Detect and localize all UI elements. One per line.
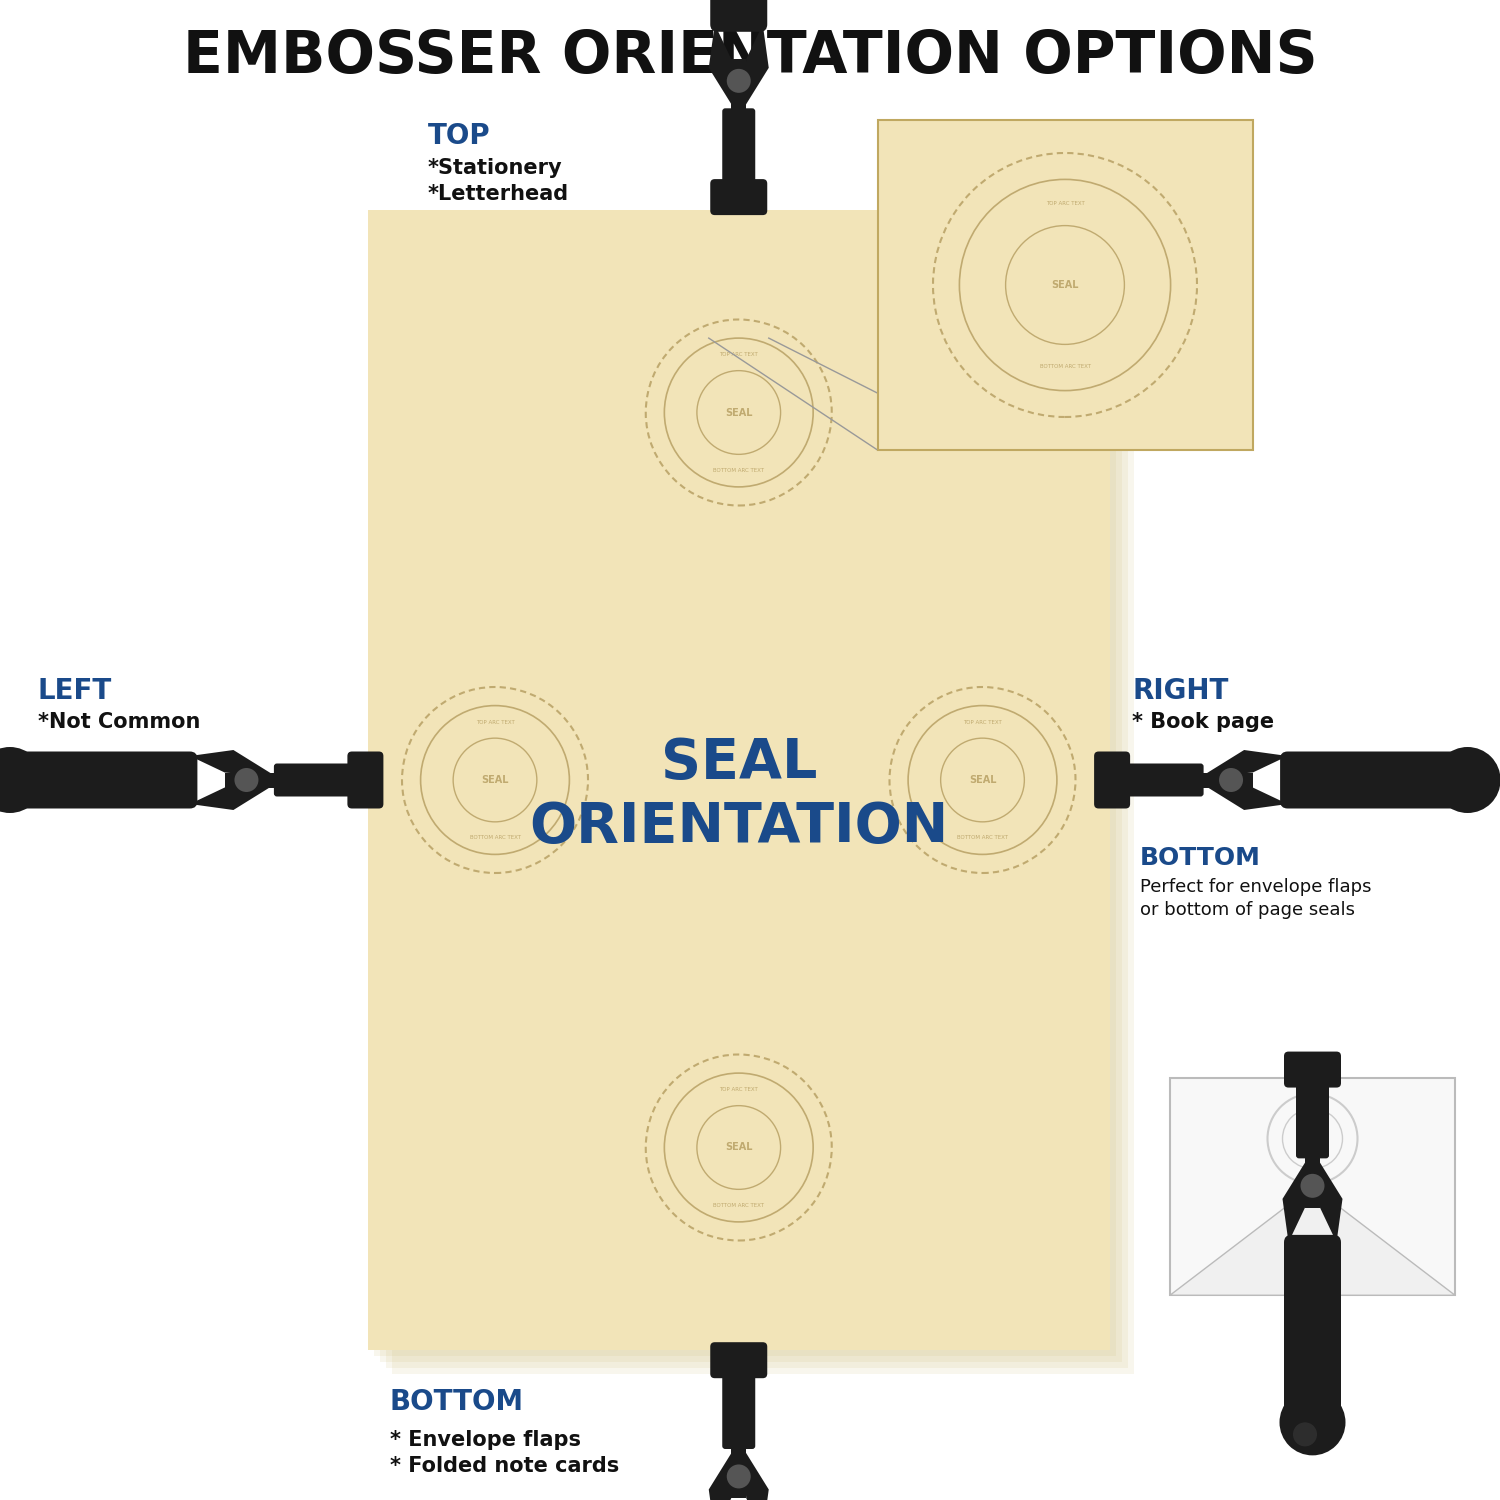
- Text: SEAL: SEAL: [969, 776, 996, 784]
- Polygon shape: [1200, 750, 1287, 777]
- FancyBboxPatch shape: [723, 108, 754, 189]
- Polygon shape: [1316, 1155, 1342, 1242]
- Text: TOP ARC TEXT: TOP ARC TEXT: [720, 352, 758, 357]
- FancyBboxPatch shape: [1122, 764, 1203, 796]
- Circle shape: [0, 747, 44, 813]
- FancyBboxPatch shape: [3, 752, 198, 808]
- Text: BOTTOM ARC TEXT: BOTTOM ARC TEXT: [714, 1203, 764, 1208]
- Polygon shape: [1305, 1155, 1320, 1208]
- Text: TOP ARC TEXT: TOP ARC TEXT: [720, 1088, 758, 1092]
- Circle shape: [1280, 1389, 1346, 1455]
- Circle shape: [726, 69, 750, 93]
- Text: BOTTOM ARC TEXT: BOTTOM ARC TEXT: [714, 468, 764, 472]
- FancyBboxPatch shape: [368, 210, 1110, 1350]
- Text: BOTTOM: BOTTOM: [390, 1388, 524, 1416]
- Text: SEAL: SEAL: [1052, 280, 1078, 290]
- Polygon shape: [741, 1446, 768, 1500]
- FancyBboxPatch shape: [878, 120, 1252, 450]
- Text: LEFT: LEFT: [38, 676, 111, 705]
- FancyBboxPatch shape: [274, 764, 356, 796]
- Circle shape: [1220, 768, 1244, 792]
- Text: BOTTOM: BOTTOM: [1140, 846, 1262, 870]
- Circle shape: [726, 1464, 750, 1488]
- Text: BOTTOM ARC TEXT: BOTTOM ARC TEXT: [470, 836, 520, 840]
- Polygon shape: [741, 24, 768, 111]
- Polygon shape: [1282, 1155, 1310, 1242]
- FancyBboxPatch shape: [711, 0, 766, 32]
- Text: SEAL: SEAL: [724, 408, 753, 417]
- Text: SEAL: SEAL: [482, 776, 508, 784]
- Polygon shape: [1200, 772, 1252, 788]
- FancyBboxPatch shape: [1280, 752, 1474, 808]
- Text: BOTTOM ARC TEXT: BOTTOM ARC TEXT: [1040, 364, 1090, 369]
- Polygon shape: [190, 750, 278, 777]
- FancyBboxPatch shape: [380, 222, 1122, 1362]
- Text: TOP ARC TEXT: TOP ARC TEXT: [1046, 201, 1084, 206]
- Text: * Book page: * Book page: [1132, 712, 1275, 732]
- Text: SEAL: SEAL: [724, 1143, 753, 1152]
- Polygon shape: [732, 1446, 747, 1498]
- FancyBboxPatch shape: [374, 216, 1116, 1356]
- Polygon shape: [708, 24, 735, 111]
- Polygon shape: [732, 58, 747, 111]
- FancyBboxPatch shape: [1094, 752, 1130, 808]
- Text: TOP ARC TEXT: TOP ARC TEXT: [476, 720, 514, 724]
- FancyBboxPatch shape: [1284, 1052, 1341, 1088]
- Text: TOP: TOP: [427, 122, 490, 150]
- FancyBboxPatch shape: [348, 752, 384, 808]
- Polygon shape: [225, 772, 278, 788]
- FancyBboxPatch shape: [1296, 1077, 1329, 1158]
- Polygon shape: [1170, 1186, 1455, 1294]
- Circle shape: [234, 768, 258, 792]
- Circle shape: [1434, 747, 1500, 813]
- Text: *Stationery
*Letterhead: *Stationery *Letterhead: [427, 158, 568, 204]
- FancyBboxPatch shape: [711, 178, 766, 214]
- Text: Perfect for envelope flaps
or bottom of page seals: Perfect for envelope flaps or bottom of …: [1140, 878, 1371, 920]
- Circle shape: [1293, 1422, 1317, 1446]
- Polygon shape: [1200, 783, 1287, 810]
- Polygon shape: [190, 783, 278, 810]
- Text: RIGHT: RIGHT: [1132, 676, 1228, 705]
- FancyBboxPatch shape: [723, 1368, 754, 1449]
- Text: SEAL
ORIENTATION: SEAL ORIENTATION: [530, 736, 948, 855]
- Text: EMBOSSER ORIENTATION OPTIONS: EMBOSSER ORIENTATION OPTIONS: [183, 28, 1317, 86]
- Text: BOTTOM ARC TEXT: BOTTOM ARC TEXT: [957, 836, 1008, 840]
- FancyBboxPatch shape: [392, 234, 1134, 1374]
- Text: *Not Common: *Not Common: [38, 712, 200, 732]
- Text: * Envelope flaps
* Folded note cards: * Envelope flaps * Folded note cards: [390, 1430, 620, 1476]
- FancyBboxPatch shape: [711, 1342, 766, 1378]
- Polygon shape: [708, 1446, 735, 1500]
- Text: SEAL: SEAL: [1305, 1136, 1320, 1142]
- FancyBboxPatch shape: [386, 228, 1128, 1368]
- Circle shape: [1300, 1174, 1324, 1198]
- FancyBboxPatch shape: [1284, 1234, 1341, 1430]
- FancyBboxPatch shape: [1170, 1077, 1455, 1294]
- Text: TOP ARC TEXT: TOP ARC TEXT: [963, 720, 1002, 724]
